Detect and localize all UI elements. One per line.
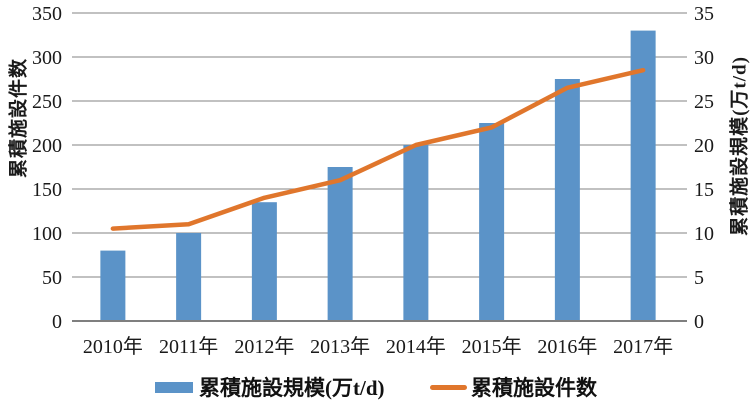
right-axis-tick-label: 10 xyxy=(694,223,714,245)
left-axis-tick-label: 100 xyxy=(32,223,62,245)
right-axis-tick-label: 25 xyxy=(694,91,714,113)
bar-2016年 xyxy=(555,79,580,321)
bar-2015年 xyxy=(479,123,504,321)
right-axis-tick-label: 15 xyxy=(694,179,714,201)
left-axis-tick-label: 200 xyxy=(32,135,62,157)
right-axis-title: 累積施設規模(万t/d) xyxy=(725,56,750,236)
left-axis-tick-label: 150 xyxy=(32,179,62,201)
right-axis-tick-label: 0 xyxy=(694,311,704,333)
legend-label-count: 累積施設件数 xyxy=(471,372,597,402)
right-axis-tick-label: 20 xyxy=(694,135,714,157)
x-axis-tick-label: 2012年 xyxy=(234,335,294,358)
legend-label-scale: 累積施設規模(万t/d) xyxy=(199,372,385,402)
bar-2011年 xyxy=(176,233,201,321)
right-axis-tick-label: 5 xyxy=(694,267,704,289)
bar-series-swatch xyxy=(155,382,193,393)
left-axis-title: 累積施設件数 xyxy=(4,58,31,178)
bar-2013年 xyxy=(328,167,353,321)
x-axis-tick-label: 2017年 xyxy=(613,335,673,358)
x-axis-tick-label: 2015年 xyxy=(462,335,522,358)
left-axis-tick-label: 0 xyxy=(52,311,62,333)
x-axis-tick-label: 2011年 xyxy=(159,335,218,358)
legend-item-count: 累積施設件数 xyxy=(430,374,597,400)
legend-item-scale: 累積施設規模(万t/d) xyxy=(155,374,385,400)
left-axis-tick-label: 350 xyxy=(32,3,62,25)
x-axis-tick-label: 2016年 xyxy=(537,335,597,358)
right-axis-tick-label: 35 xyxy=(694,3,714,25)
x-axis-tick-label: 2010年 xyxy=(83,335,143,358)
bar-2010年 xyxy=(100,251,125,321)
left-axis-tick-label: 250 xyxy=(32,91,62,113)
right-axis-tick-label: 30 xyxy=(694,47,714,69)
left-axis-tick-label: 300 xyxy=(32,47,62,69)
x-axis-tick-label: 2013年 xyxy=(310,335,370,358)
bar-2012年 xyxy=(252,202,277,321)
line-series-swatch xyxy=(430,385,467,390)
bar-2014年 xyxy=(403,145,428,321)
chart-legend: 累積施設規模(万t/d) 累積施設件数 xyxy=(0,374,750,400)
x-axis-tick-label: 2014年 xyxy=(386,335,446,358)
left-axis-tick-label: 50 xyxy=(42,267,62,289)
